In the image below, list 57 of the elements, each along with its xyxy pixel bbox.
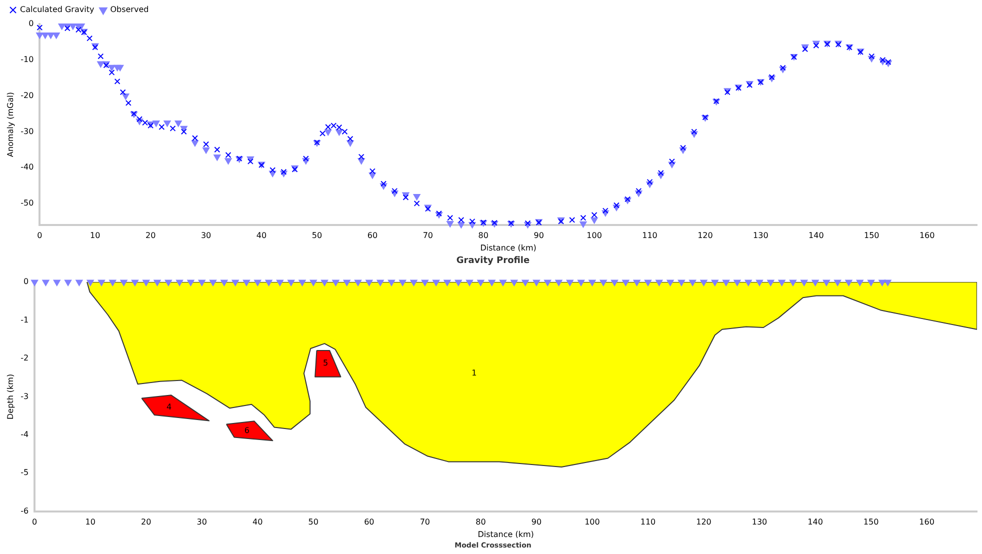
x-tick-label: 90 <box>531 517 542 526</box>
x-tick-label: 10 <box>90 230 100 240</box>
series-label: 1 <box>472 368 477 378</box>
y-tick-label: -20 <box>20 90 34 100</box>
y-tick-label: -1 <box>20 315 29 324</box>
x-tick-label: 50 <box>312 230 322 240</box>
x-tick-label: 60 <box>367 230 378 240</box>
x-tick-label: 150 <box>864 230 880 240</box>
x-tick-label: 60 <box>364 517 374 526</box>
x-tick-label: 80 <box>478 230 488 240</box>
x-tick-label: 90 <box>534 230 544 240</box>
x-tick-label: 40 <box>252 517 263 526</box>
x-tick-label: 30 <box>200 230 212 240</box>
y-tick-label: 0 <box>23 277 29 286</box>
x-axis-title: Distance (km) <box>478 530 534 539</box>
y-tick-label: -30 <box>20 126 34 136</box>
x-tick-label: 40 <box>256 230 267 240</box>
y-tick-label: 0 <box>28 19 34 28</box>
legend-label: Calculated Gravity <box>20 5 94 14</box>
x-tick-label: 0 <box>37 230 42 240</box>
x-tick-label: 70 <box>422 230 434 240</box>
y-tick-label: -2 <box>20 354 29 363</box>
y-tick-label: -3 <box>20 392 29 401</box>
x-tick-label: 110 <box>642 230 658 240</box>
x-tick-label: 120 <box>698 230 713 240</box>
x-axis-title: Distance (km) <box>480 243 536 252</box>
x-tick-label: 100 <box>584 517 600 526</box>
y-tick-label: -40 <box>20 162 34 172</box>
x-tick-label: 30 <box>196 517 207 526</box>
y-tick-label: -10 <box>20 54 34 64</box>
y-axis-title: Depth (km) <box>6 374 15 420</box>
x-tick-label: 130 <box>752 517 768 526</box>
series-label: 6 <box>244 426 250 435</box>
x-tick-label: 150 <box>863 517 879 526</box>
x-tick-label: 130 <box>753 230 768 240</box>
x-tick-label: 110 <box>640 517 656 526</box>
x-tick-label: 100 <box>586 230 602 240</box>
x-tick-label: 120 <box>696 517 712 526</box>
y-tick-label: -5 <box>20 468 29 478</box>
y-tick-label: -4 <box>20 430 29 440</box>
x-tick-label: 80 <box>476 517 486 526</box>
series-label: 4 <box>166 402 172 412</box>
x-tick-label: 160 <box>919 517 934 526</box>
x-tick-label: 50 <box>308 517 318 526</box>
x-tick-label: 20 <box>141 517 152 526</box>
x-tick-label: 140 <box>808 230 824 240</box>
y-tick-label: -6 <box>20 506 29 516</box>
text: Gravity Profile <box>456 256 530 266</box>
series-label: 5 <box>322 358 328 368</box>
x-tick-label: 70 <box>420 517 430 526</box>
x-tick-label: 160 <box>919 230 935 240</box>
x-tick-label: 140 <box>808 517 823 526</box>
x-tick-label: 20 <box>146 230 156 240</box>
y-tick-label: -50 <box>20 198 34 208</box>
legend-label: Observed <box>110 5 149 14</box>
x-tick-label: 10 <box>85 517 96 526</box>
y-axis-title: Anomaly (mGal) <box>6 92 15 157</box>
